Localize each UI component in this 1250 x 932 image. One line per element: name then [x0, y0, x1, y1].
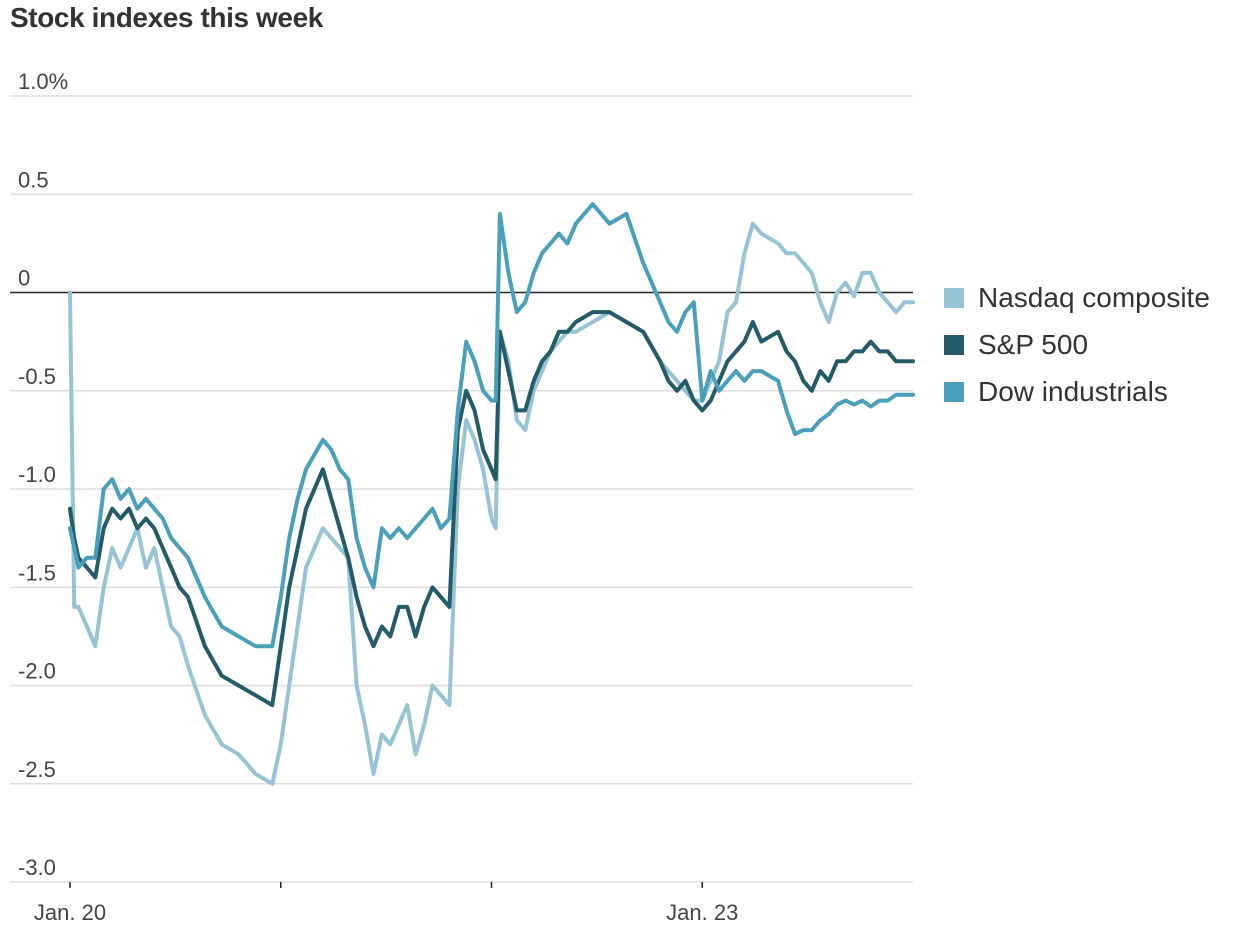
series-line-s-p-500 [68, 310, 915, 708]
legend-item-sp500: S&P 500 [944, 329, 1210, 361]
series-line-nasdaq-composite [68, 221, 915, 786]
y-axis-ticks: 1.0% 0.5 0 -0.5 -1.0 -1.5 -2.0 -2.5 -3.0 [18, 69, 68, 880]
y-tick-label: -0.5 [18, 364, 56, 389]
y-tick-label: 1.0% [18, 69, 68, 94]
legend-item-nasdaq: Nasdaq composite [944, 282, 1210, 314]
y-tick-label: -1.5 [18, 560, 56, 585]
x-tick-label: Jan. 23 [666, 900, 738, 925]
legend-item-dow: Dow industrials [944, 376, 1210, 408]
legend-label-dow: Dow industrials [978, 376, 1168, 407]
gridlines [10, 95, 913, 883]
legend-label-nasdaq: Nasdaq composite [978, 282, 1210, 313]
y-tick-label: -2.5 [18, 757, 56, 782]
legend: Nasdaq composite S&P 500 Dow industrials [944, 282, 1210, 423]
series-line-dow-industrials [68, 202, 915, 649]
legend-label-sp500: S&P 500 [978, 329, 1089, 360]
y-tick-label: -3.0 [18, 855, 56, 880]
y-tick-label: 0.5 [18, 167, 49, 192]
y-tick-label: -1.0 [18, 462, 56, 487]
x-axis: Jan. 20 Jan. 23 [34, 882, 738, 925]
chart-title: Stock indexes this week [10, 2, 323, 33]
y-tick-label: -2.0 [18, 659, 56, 684]
legend-swatch-sp500 [944, 335, 964, 355]
y-tick-label: 0 [18, 266, 30, 291]
x-tick-label: Jan. 20 [34, 900, 106, 925]
series-lines [68, 202, 915, 786]
legend-swatch-nasdaq [944, 288, 964, 308]
legend-swatch-dow [944, 382, 964, 402]
